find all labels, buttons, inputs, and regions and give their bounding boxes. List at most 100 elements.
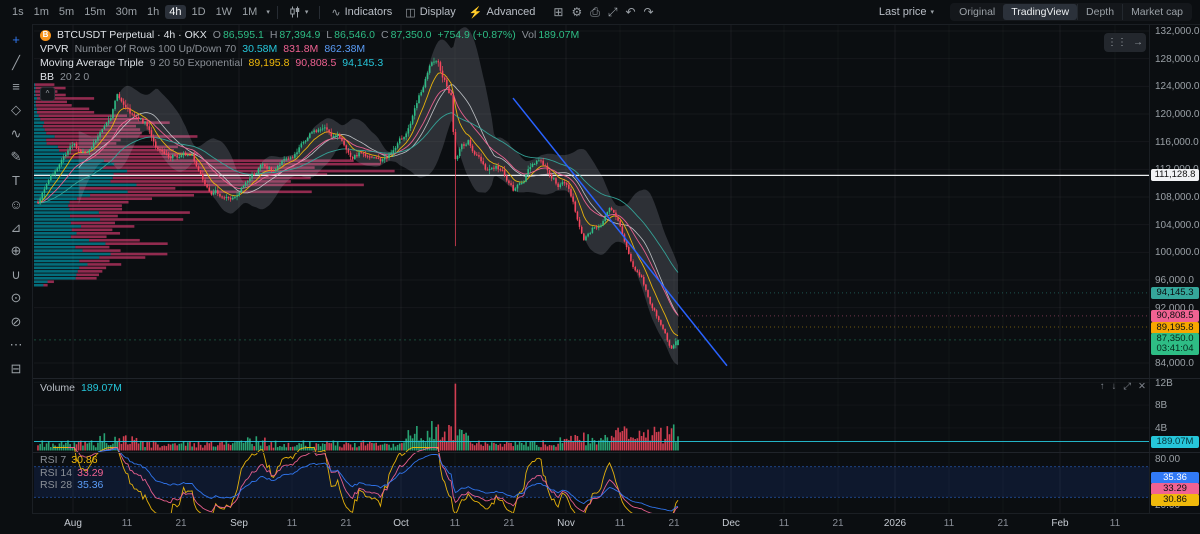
- toolbar-right-group: Last price ▾ Original TradingView Depth Mar…: [875, 3, 1192, 21]
- ma-price-box: 94,145.3: [1151, 286, 1199, 299]
- chart-type-button[interactable]: ▾: [285, 4, 313, 20]
- chevron-down-icon: ▾: [930, 9, 935, 16]
- fullscreen-icon[interactable]: ⤢: [605, 4, 621, 21]
- tab-original[interactable]: Original: [959, 6, 996, 18]
- tab-tradingview[interactable]: TradingView: [1003, 4, 1078, 20]
- rsi-legend-row[interactable]: RSI 7 30.86: [40, 454, 103, 467]
- fib-retracement-tool[interactable]: ≡: [12, 79, 20, 94]
- time-scale[interactable]: Aug 11 21 Sep 11 21 Oct 11 21 Nov 11 21 Dec 11 21 2026 1…: [0, 513, 1200, 534]
- drawing-panel-toggle[interactable]: ⋮⋮ →: [1104, 33, 1146, 52]
- timeframe-group: 1s 1m 5m 15m 30m 1h 4h 1D 1W 1M: [8, 5, 261, 19]
- rsi-name: RSI 28: [40, 479, 73, 491]
- timeframe-15m[interactable]: 15m: [84, 6, 106, 18]
- more-tools[interactable]: ⋯: [9, 337, 23, 352]
- tab-market-cap[interactable]: Market cap: [1122, 4, 1191, 20]
- ma-price-box: 90,808.5: [1151, 309, 1199, 322]
- pane-up-icon[interactable]: ↑: [1099, 381, 1105, 392]
- last-price-label: Last price: [878, 6, 927, 18]
- rsi-value: 33.29: [77, 466, 104, 479]
- elliott-wave-tool[interactable]: ∿: [10, 125, 22, 141]
- rsi-legend-row[interactable]: RSI 14 33.29: [40, 467, 103, 480]
- pane-close-icon[interactable]: ✕: [1138, 381, 1146, 392]
- chart-legend: B BTCUSDT Perpetual · 4h · OKX O 86,595.1…: [40, 28, 579, 101]
- price-tick: 100,000.0: [1155, 247, 1200, 259]
- time-axis-label: 21: [503, 518, 515, 529]
- legend-collapse-button[interactable]: ^: [40, 87, 55, 101]
- volume-legend[interactable]: Volume 189.07M: [40, 382, 122, 394]
- xabcd-pattern-tool[interactable]: ◇: [11, 102, 21, 117]
- timeframe-4h[interactable]: 4h: [165, 5, 186, 19]
- camera-icon[interactable]: ⎙: [587, 4, 603, 21]
- timeframe-1h[interactable]: 1h: [147, 6, 160, 18]
- advanced-icon: ⚡: [468, 6, 483, 19]
- pane-separator[interactable]: [0, 378, 1200, 379]
- ma-legend-row[interactable]: Moving Average Triple 9 20 50 Exponentia…: [40, 56, 579, 70]
- undo-icon[interactable]: ↶: [622, 4, 638, 20]
- indicators-button[interactable]: ∿ Indicators: [327, 4, 396, 21]
- timeframe-30m[interactable]: 30m: [115, 6, 137, 18]
- time-axis-label: 11: [449, 518, 461, 529]
- timeframe-1W[interactable]: 1W: [215, 6, 233, 18]
- text-tool[interactable]: T: [12, 173, 20, 188]
- change-value: +754.9 (+0.87%): [437, 29, 516, 41]
- price-scale[interactable]: 132,000.0 128,000.0 124,000.0 120,000.0 116,…: [1149, 24, 1200, 514]
- last-price-dropdown[interactable]: Last price ▾: [875, 4, 938, 20]
- redo-icon[interactable]: ↷: [641, 4, 657, 20]
- price-tick: 120,000.0: [1155, 109, 1200, 120]
- emoji-tool[interactable]: ☺: [9, 196, 23, 212]
- symbol-title: BTCUSDT Perpetual · 4h · OKX: [57, 29, 207, 41]
- symbol-legend-row[interactable]: B BTCUSDT Perpetual · 4h · OKX O 86,595.1…: [40, 28, 579, 42]
- close-value: 87,350.0: [390, 29, 432, 41]
- trend-line-tool[interactable]: ╱: [12, 55, 20, 70]
- magnet-tool[interactable]: ∪: [11, 266, 21, 282]
- volume-label: Volume: [40, 382, 76, 394]
- tab-depth[interactable]: Depth: [1077, 4, 1122, 20]
- ma-name: Moving Average Triple: [40, 57, 144, 69]
- volume-value: 189.07M: [81, 382, 122, 394]
- advanced-button[interactable]: ⚡ Advanced: [465, 4, 540, 21]
- ma-value-3: 94,145.3: [342, 57, 384, 69]
- timeframe-menu-caret-icon[interactable]: ▾: [266, 9, 270, 16]
- vpvr-legend-row[interactable]: VPVR Number Of Rows 100 Up/Down 70 30.58…: [40, 42, 579, 56]
- time-axis-label: Sep: [230, 518, 248, 529]
- time-axis-label: 11: [121, 518, 133, 529]
- brush-tool[interactable]: ✎: [10, 149, 22, 164]
- measure-tool[interactable]: ⊿: [10, 219, 22, 235]
- timeframe-1s[interactable]: 1s: [12, 6, 24, 18]
- vpvr-value-1: 30.58M: [242, 43, 278, 55]
- display-label: Display: [419, 6, 456, 18]
- rsi-legend-row[interactable]: RSI 28 35.36: [40, 479, 103, 492]
- price-tick: 92,000.0: [1155, 302, 1194, 314]
- remove-drawings-tool[interactable]: ⊟: [10, 360, 22, 376]
- current-volume-box: 189.07M: [1151, 436, 1199, 448]
- time-axis-label: 11: [286, 518, 298, 529]
- hline-price-box: 111,128.8: [1151, 169, 1199, 182]
- timeframe-1D[interactable]: 1D: [191, 6, 206, 18]
- pane-maximize-icon[interactable]: ⤢: [1123, 381, 1132, 392]
- time-axis-label: Nov: [557, 518, 575, 529]
- timeframe-1M[interactable]: 1M: [242, 6, 258, 18]
- bb-name: BB: [40, 71, 55, 83]
- time-axis-label: Dec: [722, 518, 740, 529]
- volume-tick: 12B: [1155, 377, 1173, 389]
- rsi-value: 30.86: [71, 454, 98, 466]
- timeframe-1m[interactable]: 1m: [33, 6, 49, 18]
- toolbar-icon-group: ⊞ ⚙ ⎙ ⤢ ↶ ↷: [550, 4, 656, 21]
- close-label: C: [381, 29, 389, 41]
- pane-separator[interactable]: [0, 452, 1200, 453]
- display-button[interactable]: ◫ Display: [401, 4, 459, 21]
- timeframe-5m[interactable]: 5m: [58, 6, 75, 18]
- eraser-tool[interactable]: ⊘: [10, 313, 22, 329]
- time-axis-label: 21: [832, 518, 844, 529]
- crosshair-tool[interactable]: +: [12, 32, 20, 47]
- zoom-in-tool[interactable]: ⊕: [10, 243, 22, 258]
- bb-legend-row[interactable]: BB 20 2 0: [40, 70, 579, 84]
- lock-tool[interactable]: ⊙: [10, 290, 22, 305]
- ma-params: 9 20 50 Exponential: [149, 57, 243, 69]
- settings-gear-icon[interactable]: ⚙: [568, 4, 585, 20]
- pane-down-icon[interactable]: ↓: [1111, 381, 1117, 392]
- price-tick: 84,000.0: [1155, 358, 1194, 369]
- layout-grid-icon[interactable]: ⊞: [550, 4, 566, 20]
